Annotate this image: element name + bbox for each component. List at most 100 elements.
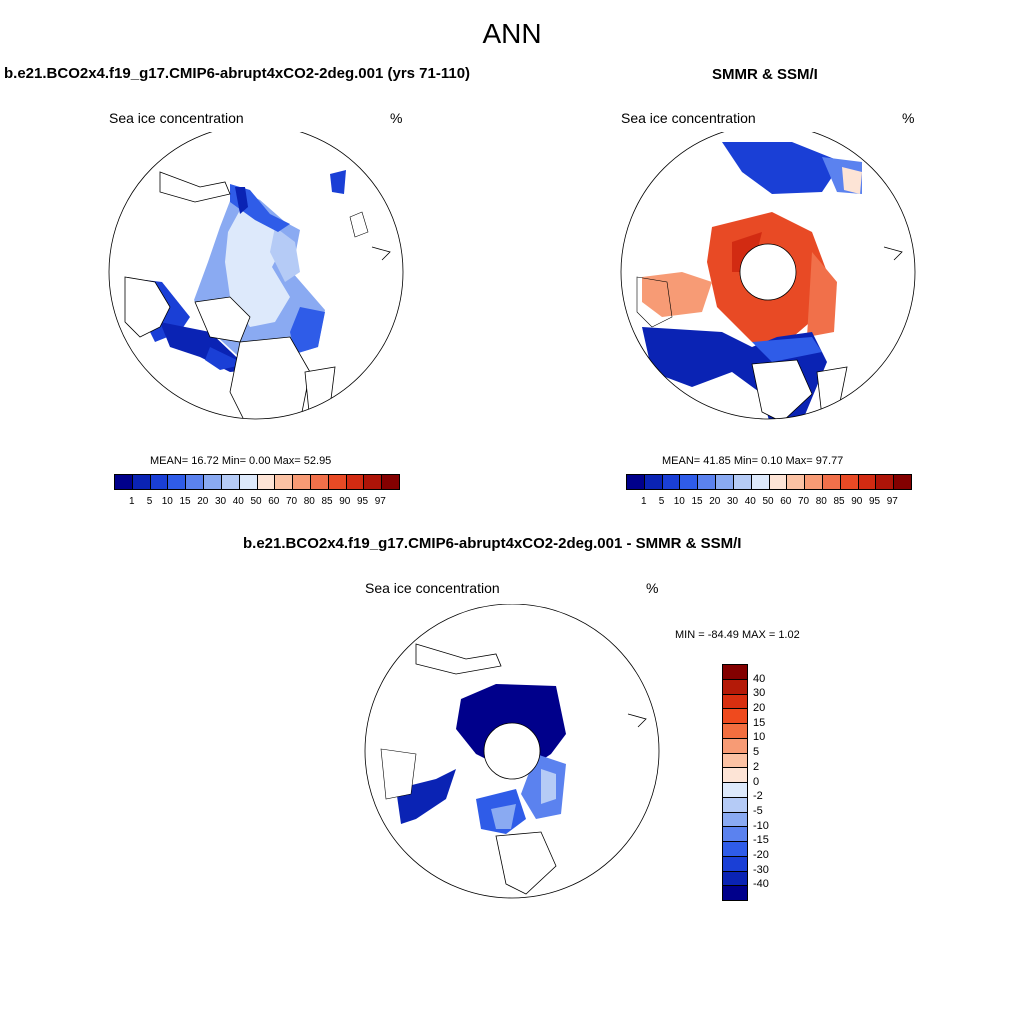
diff-colorbar-tick-label: -40 [753, 878, 769, 891]
left-colorbar-tick-label: 90 [339, 496, 351, 507]
diff-units-label: % [646, 580, 659, 596]
left-colorbar-tick-label: 80 [303, 496, 315, 507]
right-colorbar-swatch [662, 475, 681, 489]
left-colorbar-swatch [328, 475, 347, 489]
left-colorbar-swatch [293, 475, 311, 489]
left-colorbar-tick-label: 50 [250, 496, 262, 507]
left-colorbar-swatch [132, 475, 151, 489]
diff-colorbar-tick-label: 10 [753, 731, 766, 744]
right-colorbar-swatch [787, 475, 806, 489]
diff-colorbar-swatch [723, 842, 747, 857]
right-colorbar-tick-label: 5 [658, 496, 665, 507]
right-colorbar-swatch [680, 475, 699, 489]
left-colorbar-swatch [221, 475, 240, 489]
right-colorbar-tick-label: 95 [868, 496, 881, 507]
left-colorbar-tick-label: 30 [214, 496, 227, 507]
diff-colorbar-swatch [723, 665, 747, 680]
right-colorbar-swatch [733, 475, 752, 489]
diff-colorbar-swatch [723, 724, 747, 739]
diff-colorbar-tick-label: -20 [753, 848, 769, 861]
left-polar-map [108, 132, 404, 420]
left-variable-label: Sea ice concentration [109, 110, 244, 126]
diff-colorbar-tick-label: -15 [753, 834, 769, 847]
left-colorbar-tick-label: 85 [321, 496, 333, 507]
left-colorbar-tick-label: 20 [197, 496, 209, 507]
diff-colorbar-tick-label: 15 [753, 716, 766, 729]
diff-colorbar-tick-label: 5 [753, 746, 760, 759]
diff-colorbar-swatch [723, 797, 747, 813]
diff-colorbar-tick-label: 0 [753, 775, 760, 788]
right-polar-map [620, 132, 916, 420]
right-colorbar-swatch [876, 475, 895, 489]
diff-panel-title: b.e21.BCO2x4.f19_g17.CMIP6-abrupt4xCO2-2… [243, 535, 742, 552]
left-colorbar-swatch [275, 475, 294, 489]
right-colorbar-tick-label: 97 [886, 496, 898, 507]
left-colorbar-tick-label: 10 [161, 496, 173, 507]
diff-colorbar-tick-label: 40 [753, 672, 766, 685]
diff-colorbar-swatch [723, 827, 747, 842]
diff-colorbar-swatch [723, 783, 747, 798]
left-colorbar-tick-label: 15 [179, 496, 191, 507]
left-colorbar-tick-label: 95 [356, 496, 369, 507]
diff-colorbar-swatch [723, 753, 747, 769]
left-colorbar-swatch [168, 475, 187, 489]
right-colorbar-tick-label: 70 [797, 496, 810, 507]
left-colorbar-tick-label: 60 [268, 496, 280, 507]
left-colorbar-swatch [186, 475, 205, 489]
left-colorbar-swatch [204, 475, 222, 489]
right-colorbar-swatch [840, 475, 859, 489]
diff-colorbar [722, 664, 748, 901]
left-colorbar-swatch [257, 475, 276, 489]
right-colorbar-tick-label: 90 [851, 496, 863, 507]
diff-colorbar-tick-label: -10 [753, 819, 769, 832]
left-colorbar-tick-label: 70 [285, 496, 298, 507]
right-colorbar-swatch [716, 475, 734, 489]
left-colorbar-swatch [346, 475, 365, 489]
left-panel-title: b.e21.BCO2x4.f19_g17.CMIP6-abrupt4xCO2-2… [4, 65, 471, 82]
right-colorbar-tick-label: 15 [691, 496, 703, 507]
diff-colorbar-tick-label: 30 [753, 687, 766, 700]
right-colorbar-swatch [822, 475, 841, 489]
left-colorbar [114, 474, 400, 490]
diff-variable-label: Sea ice concentration [365, 580, 500, 596]
diff-colorbar-tick-label: -30 [753, 863, 769, 876]
diff-colorbar-tick-label: -2 [753, 790, 763, 803]
right-colorbar-tick-label: 10 [673, 496, 685, 507]
right-colorbar-tick-label: 1 [640, 496, 647, 507]
right-colorbar-swatch [627, 475, 645, 489]
right-colorbar-tick-label: 20 [709, 496, 721, 507]
right-stats: MEAN= 41.85 Min= 0.10 Max= 97.77 [662, 455, 844, 467]
left-colorbar-swatch [150, 475, 169, 489]
diff-colorbar-swatch [723, 871, 747, 887]
right-colorbar-swatch [894, 475, 911, 489]
left-colorbar-swatch [382, 475, 399, 489]
right-colorbar-tick-label: 60 [780, 496, 792, 507]
right-colorbar-swatch [805, 475, 823, 489]
right-colorbar [626, 474, 912, 490]
left-colorbar-tick-label: 1 [128, 496, 135, 507]
diff-colorbar-swatch [723, 679, 747, 695]
left-colorbar-tick-label: 5 [146, 496, 153, 507]
right-colorbar-swatch [751, 475, 770, 489]
main-title: ANN [482, 18, 542, 49]
right-panel-title: SMMR & SSM/I [712, 66, 818, 83]
diff-colorbar-swatch [723, 738, 747, 754]
right-units-label: % [902, 110, 915, 126]
right-colorbar-swatch [698, 475, 717, 489]
diff-polar-map [364, 604, 660, 899]
right-colorbar-tick-label: 80 [815, 496, 827, 507]
left-colorbar-swatch [364, 475, 383, 489]
left-colorbar-swatch [115, 475, 133, 489]
diff-colorbar-swatch [723, 768, 747, 783]
left-stats: MEAN= 16.72 Min= 0.00 Max= 52.95 [150, 455, 332, 467]
left-colorbar-swatch [310, 475, 329, 489]
diff-colorbar-swatch [723, 886, 747, 900]
diff-colorbar-swatch [723, 709, 747, 724]
diff-colorbar-swatch [723, 812, 747, 828]
left-units-label: % [390, 110, 403, 126]
right-colorbar-tick-label: 30 [726, 496, 739, 507]
diff-colorbar-tick-label: 2 [753, 760, 760, 773]
right-colorbar-tick-label: 85 [833, 496, 845, 507]
diff-colorbar-tick-label: -5 [753, 804, 763, 817]
diff-colorbar-swatch [723, 856, 747, 872]
